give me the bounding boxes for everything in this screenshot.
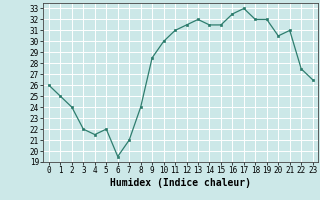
X-axis label: Humidex (Indice chaleur): Humidex (Indice chaleur) (110, 178, 251, 188)
